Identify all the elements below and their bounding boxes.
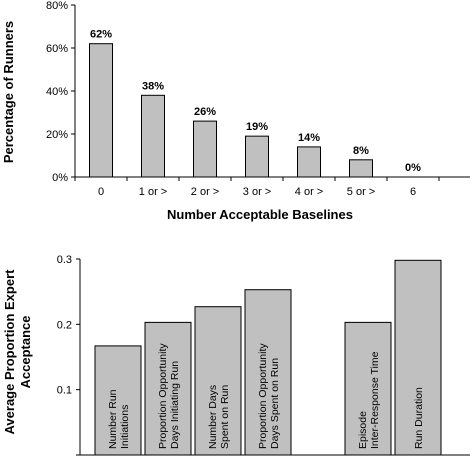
chart1-data-label: 26% <box>194 106 216 118</box>
chart1-data-label: 62% <box>90 29 112 41</box>
chart1-bar <box>141 94 165 178</box>
chart2-bar-category-label: Days Spent on Run <box>269 358 281 449</box>
chart2-y-tick-label: 0.1 <box>57 385 72 397</box>
chart1-bar <box>349 159 373 178</box>
chart1-bars <box>89 43 373 178</box>
chart2-bar-category-label: Proportion Opportunity <box>257 343 269 449</box>
chart2-text: 0.1 0.2 0.3 Number Run Initiations Proportion… <box>57 254 425 449</box>
chart2-bars <box>94 259 442 456</box>
chart2-bar-category-label: Initiations <box>119 405 131 449</box>
chart2-bar <box>94 345 142 456</box>
chart1-y-tick-label: 80% <box>46 0 68 12</box>
chart1-x-tick-label: 5 or > <box>347 186 375 198</box>
chart2-bar <box>344 321 392 456</box>
chart2-bar-category-label: Number Days <box>207 385 219 449</box>
chart2-bar <box>194 306 242 456</box>
chart2-bar-category-label: Number Run <box>107 389 119 449</box>
chart1-x-tick-label: 2 or > <box>191 186 219 198</box>
chart2-y-tick-label: 0.2 <box>57 319 72 331</box>
chart1-bar <box>193 120 217 178</box>
chart2-bar-category-label: Proportion Opportunity <box>157 343 169 449</box>
chart2-bar <box>394 259 442 456</box>
chart2-bar-category-label: Episode <box>357 411 369 449</box>
chart1-data-label: 8% <box>353 145 369 157</box>
chart-top-baselines: 0%20%40%60%80%62%038%1 or >26%2 or >19%3… <box>1 0 470 222</box>
chart1-x-tick-label: 0 <box>98 186 104 198</box>
chart2-bar-category-label: Run Duration <box>413 387 425 449</box>
chart1-y-axis-title: Percentage of Runners <box>1 21 16 163</box>
chart2-bar-category-label: Spent on Run <box>219 385 231 449</box>
chart2-bar-category-label: Days Initiating Run <box>169 361 181 449</box>
chart2-y-axis-title-line1: Average Proportion Expert <box>2 269 17 435</box>
chart2-y-axis-title-line2: Acceptance <box>18 316 33 389</box>
chart1-x-tick-label: 4 or > <box>295 186 323 198</box>
chart1-text: 0%20%40%60%80%62%038%1 or >26%2 or >19%3… <box>46 0 421 198</box>
chart1-data-label: 38% <box>142 80 164 92</box>
chart1-y-tick-label: 20% <box>46 129 68 141</box>
chart1-axes <box>71 4 470 181</box>
chart1-bar <box>297 146 321 178</box>
chart2-bar <box>144 321 192 456</box>
chart1-data-label: 14% <box>298 132 320 144</box>
chart2-y-tick-label: 0.3 <box>57 254 72 266</box>
chart1-bar <box>245 135 269 178</box>
chart1-x-tick-label: 1 or > <box>139 186 167 198</box>
chart1-x-tick-label: 6 <box>410 186 416 198</box>
chart1-data-label: 19% <box>246 121 268 133</box>
chart2-axes <box>76 258 470 456</box>
chart1-y-tick-label: 40% <box>46 86 68 98</box>
chart1-y-tick-label: 0% <box>52 172 68 184</box>
chart2-bar-category-label: Inter-Response Time <box>369 351 381 449</box>
chart1-x-axis-title: Number Acceptable Baselines <box>167 207 353 222</box>
chart2-bar <box>244 289 292 456</box>
chart1-bar <box>89 43 113 178</box>
chart1-y-tick-label: 60% <box>46 43 68 55</box>
chart1-x-tick-label: 3 or > <box>243 186 271 198</box>
chart1-data-label: 0% <box>405 162 421 174</box>
chart-bottom-expert-acceptance: 0.1 0.2 0.3 Number Run Initiations Proportion… <box>2 254 470 456</box>
